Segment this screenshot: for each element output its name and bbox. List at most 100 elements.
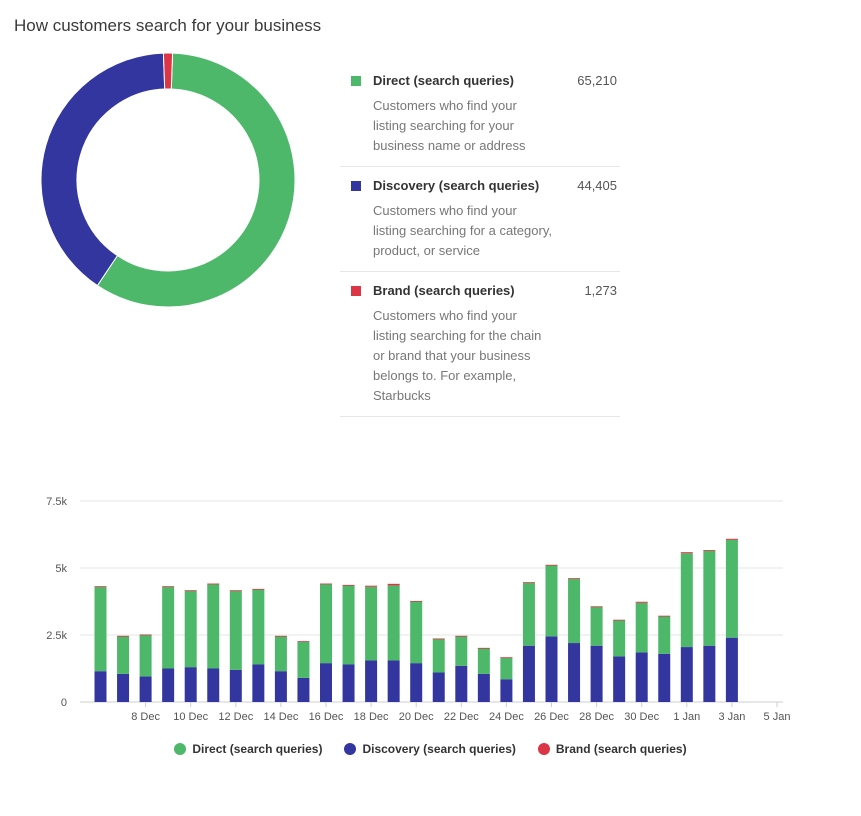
bar-discovery-23-dec[interactable] (477, 673, 490, 702)
bar-discovery-30-dec[interactable] (635, 652, 648, 702)
donut-slice-brand[interactable] (162, 52, 174, 90)
bar-discovery-19-dec[interactable] (387, 660, 400, 702)
bar-discovery-9-dec[interactable] (162, 668, 175, 703)
bar-discovery-25-dec[interactable] (522, 645, 535, 702)
bar-brand-23-dec[interactable] (477, 647, 490, 649)
y-tick-label: 7.5k (46, 496, 67, 508)
bar-brand-10-dec[interactable] (184, 590, 197, 592)
bar-brand-3-jan[interactable] (725, 538, 738, 540)
bar-brand-24-dec[interactable] (500, 657, 513, 659)
legend-brand-desc: Customers who find your listing searchin… (373, 308, 542, 403)
chart-legend-direct[interactable]: Direct (search queries) (174, 742, 322, 756)
bar-discovery-10-dec[interactable] (184, 667, 197, 702)
bar-discovery-8-dec[interactable] (139, 676, 152, 702)
bar-direct-26-dec[interactable] (545, 565, 558, 637)
bar-discovery-3-jan[interactable] (725, 637, 738, 702)
donut-slice-discovery[interactable] (40, 52, 166, 287)
bar-brand-20-dec[interactable] (410, 600, 423, 602)
bar-brand-7-dec[interactable] (117, 635, 130, 637)
bar-direct-3-jan[interactable] (725, 539, 738, 638)
bar-brand-8-dec[interactable] (139, 634, 152, 636)
bar-brand-27-dec[interactable] (568, 578, 581, 579)
bar-direct-31-dec[interactable] (658, 616, 671, 654)
bar-discovery-12-dec[interactable] (229, 669, 242, 702)
bar-brand-29-dec[interactable] (613, 619, 626, 621)
bar-brand-14-dec[interactable] (274, 635, 287, 637)
bar-direct-12-dec[interactable] (229, 590, 242, 670)
bar-brand-18-dec[interactable] (365, 585, 378, 587)
bar-discovery-16-dec[interactable] (320, 663, 332, 702)
bar-direct-23-dec[interactable] (477, 648, 490, 674)
bar-direct-10-dec[interactable] (184, 590, 197, 668)
bar-discovery-17-dec[interactable] (342, 664, 355, 702)
bar-direct-16-dec[interactable] (320, 584, 332, 664)
bar-brand-16-dec[interactable] (320, 583, 332, 585)
bar-direct-15-dec[interactable] (297, 641, 310, 678)
bar-discovery-7-dec[interactable] (117, 673, 130, 702)
legend-item-brand[interactable]: Brand (search queries) 1,273 Customers w… (340, 272, 620, 417)
bar-discovery-18-dec[interactable] (365, 660, 378, 702)
bar-brand-30-dec[interactable] (635, 601, 648, 603)
bar-brand-31-dec[interactable] (658, 615, 671, 617)
bar-direct-25-dec[interactable] (522, 582, 535, 646)
legend-item-discovery[interactable]: Discovery (search queries) 44,405 Custom… (340, 167, 620, 272)
bar-brand-15-dec[interactable] (297, 641, 310, 642)
bar-direct-28-dec[interactable] (590, 606, 603, 646)
bar-brand-13-dec[interactable] (252, 588, 265, 590)
bar-discovery-29-dec[interactable] (613, 656, 626, 702)
bar-direct-24-dec[interactable] (500, 657, 513, 680)
bar-brand-19-dec[interactable] (387, 583, 400, 586)
bar-discovery-13-dec[interactable] (252, 664, 265, 702)
bar-brand-17-dec[interactable] (342, 584, 355, 586)
bar-direct-27-dec[interactable] (568, 578, 581, 644)
bar-discovery-1-jan[interactable] (680, 647, 693, 702)
bar-discovery-27-dec[interactable] (568, 643, 581, 702)
bar-discovery-31-dec[interactable] (658, 653, 671, 702)
bar-discovery-28-dec[interactable] (590, 645, 603, 702)
bar-direct-8-dec[interactable] (139, 635, 152, 677)
bar-brand-1-jan[interactable] (680, 552, 693, 554)
bar-direct-7-dec[interactable] (117, 636, 130, 674)
chart-legend-discovery-label: Discovery (search queries) (362, 742, 516, 756)
bar-direct-2-jan[interactable] (703, 550, 716, 646)
bar-brand-25-dec[interactable] (522, 582, 535, 584)
bar-brand-6-dec[interactable] (94, 586, 107, 588)
bar-direct-11-dec[interactable] (207, 584, 220, 669)
bar-discovery-14-dec[interactable] (274, 671, 287, 702)
bar-brand-2-jan[interactable] (703, 550, 716, 551)
bar-direct-6-dec[interactable] (94, 586, 107, 672)
bar-discovery-24-dec[interactable] (500, 679, 513, 702)
x-tick-label: 30 Dec (624, 711, 659, 723)
bar-discovery-26-dec[interactable] (545, 636, 558, 702)
bar-discovery-15-dec[interactable] (297, 677, 310, 702)
chart-legend-brand[interactable]: Brand (search queries) (537, 742, 687, 756)
bar-direct-30-dec[interactable] (635, 602, 648, 653)
bar-discovery-11-dec[interactable] (207, 668, 220, 703)
bar-brand-11-dec[interactable] (207, 583, 220, 585)
legend-item-direct[interactable]: Direct (search queries) 65,210 Customers… (340, 62, 620, 167)
bar-brand-26-dec[interactable] (545, 564, 558, 566)
bar-direct-22-dec[interactable] (455, 636, 468, 666)
bar-direct-19-dec[interactable] (387, 585, 400, 661)
bar-direct-21-dec[interactable] (432, 639, 445, 673)
bar-brand-28-dec[interactable] (590, 606, 603, 608)
bar-direct-29-dec[interactable] (613, 620, 626, 657)
bar-brand-12-dec[interactable] (229, 590, 242, 592)
bar-direct-17-dec[interactable] (342, 585, 355, 665)
chart-legend-discovery[interactable]: Discovery (search queries) (344, 742, 516, 756)
bar-discovery-2-jan[interactable] (703, 645, 716, 702)
bar-direct-20-dec[interactable] (410, 601, 423, 664)
bar-brand-21-dec[interactable] (432, 638, 445, 640)
bar-direct-18-dec[interactable] (365, 586, 378, 661)
bar-discovery-6-dec[interactable] (94, 671, 107, 702)
bar-direct-1-jan[interactable] (680, 553, 693, 648)
bar-direct-13-dec[interactable] (252, 589, 265, 665)
bar-brand-9-dec[interactable] (162, 586, 175, 588)
bar-brand-22-dec[interactable] (455, 635, 468, 637)
bar-direct-14-dec[interactable] (274, 636, 287, 672)
donut-slice-direct[interactable] (96, 52, 296, 308)
bar-discovery-21-dec[interactable] (432, 672, 445, 702)
bar-discovery-20-dec[interactable] (410, 663, 423, 702)
bar-discovery-22-dec[interactable] (455, 665, 468, 702)
bar-direct-9-dec[interactable] (162, 586, 175, 669)
